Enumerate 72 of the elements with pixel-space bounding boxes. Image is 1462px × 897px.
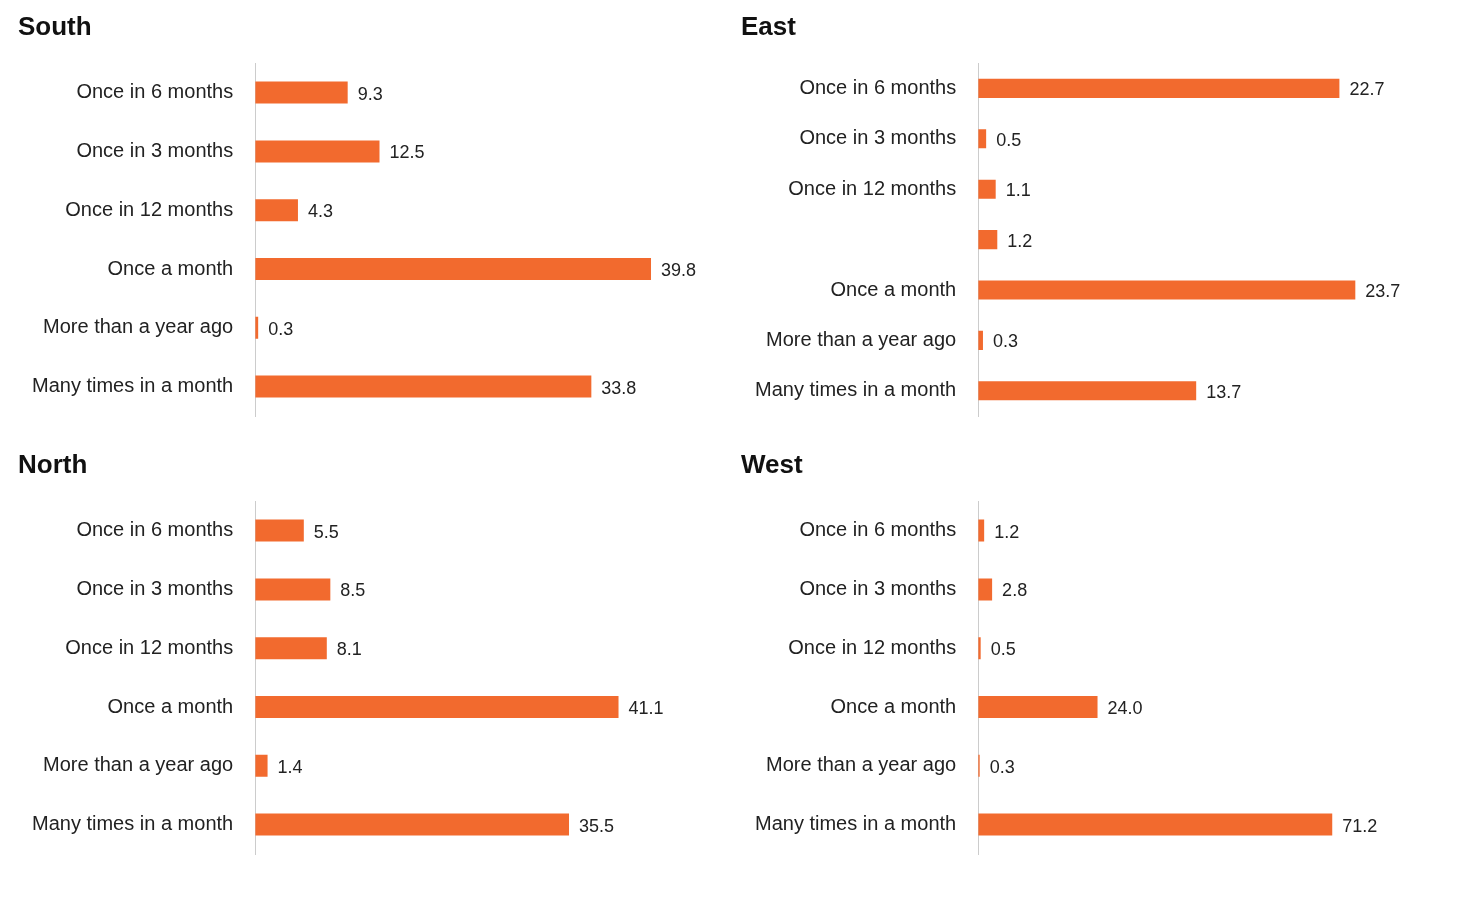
- bar: [978, 578, 993, 601]
- bar: [978, 381, 1197, 401]
- y-tick-label: Once in 12 months: [65, 635, 234, 658]
- y-tick-label: Once in 6 months: [799, 75, 957, 98]
- bar: [255, 140, 380, 163]
- y-tick-label: Once in 3 months: [76, 138, 234, 161]
- data-label: 0.5: [990, 639, 1016, 660]
- bar: [978, 230, 998, 250]
- bar: [978, 280, 1356, 300]
- bar: [255, 696, 619, 718]
- bar: [255, 637, 327, 660]
- data-label: 22.7: [1349, 79, 1385, 100]
- y-tick-label: Once a month: [830, 694, 957, 717]
- data-label: 39.8: [661, 259, 697, 280]
- data-label: 1.1: [1005, 180, 1031, 201]
- bar: [255, 258, 652, 280]
- bar: [978, 696, 1098, 718]
- bar: [978, 179, 996, 199]
- bar: [978, 813, 1333, 836]
- y-tick-label: Once a month: [107, 256, 234, 279]
- y-tick-label: Many times in a month: [31, 374, 234, 397]
- y-tick-label: More than a year ago: [766, 327, 957, 350]
- data-label: 5.5: [313, 521, 339, 542]
- data-label: 1.4: [277, 756, 303, 777]
- data-label: 0.3: [992, 331, 1018, 352]
- data-label: 8.1: [336, 639, 362, 660]
- data-label: 24.0: [1107, 697, 1143, 718]
- y-tick-label: Once in 3 months: [76, 576, 234, 599]
- data-label: 4.3: [307, 201, 333, 222]
- y-tick-label: Once in 6 months: [76, 80, 234, 103]
- data-label: 35.5: [579, 815, 615, 836]
- bar: [255, 81, 348, 104]
- y-tick-label: Once in 6 months: [76, 518, 234, 541]
- data-label: 1.2: [994, 521, 1020, 542]
- data-label: 33.8: [601, 377, 637, 398]
- y-tick-label: Once in 12 months: [788, 176, 957, 199]
- bar: [255, 813, 570, 836]
- data-label: 0.5: [996, 129, 1022, 150]
- y-tick-label: More than a year ago: [43, 315, 234, 338]
- bar: [978, 78, 1340, 98]
- data-label: 23.7: [1365, 280, 1401, 301]
- y-tick-label: Once in 12 months: [65, 197, 234, 220]
- text: East: [741, 10, 797, 41]
- bar: [255, 578, 331, 601]
- chart-title: West: [741, 448, 803, 479]
- data-label: 2.8: [1002, 580, 1028, 601]
- y-tick-label: Many times in a month: [754, 812, 957, 835]
- y-tick-label: Once in 3 months: [799, 126, 957, 149]
- bar: [255, 199, 298, 222]
- data-label: 41.1: [628, 697, 664, 718]
- y-tick-label: More than a year ago: [766, 753, 957, 776]
- data-label: 71.2: [1342, 815, 1378, 836]
- y-tick-label: Once in 12 months: [788, 635, 957, 658]
- data-label: 12.5: [389, 142, 425, 163]
- chart-title: North: [18, 448, 88, 479]
- y-tick-label: Once a month: [830, 277, 957, 300]
- data-label: 9.3: [357, 83, 383, 104]
- y-tick-label: Once in 3 months: [799, 576, 957, 599]
- bar: [255, 375, 592, 398]
- data-label: 0.3: [268, 318, 294, 339]
- data-label: 13.7: [1206, 381, 1242, 402]
- y-tick-label: Many times in a month: [31, 812, 234, 835]
- bar: [255, 519, 304, 542]
- bar: [255, 754, 268, 777]
- data-label: 8.5: [340, 580, 366, 601]
- chart-title: South: [18, 10, 92, 41]
- y-tick-label: Once a month: [107, 694, 234, 717]
- y-tick-label: More than a year ago: [43, 753, 234, 776]
- data-label: 1.2: [1007, 230, 1033, 251]
- y-tick-label: Many times in a month: [754, 378, 957, 401]
- data-label: 0.3: [989, 756, 1015, 777]
- y-tick-label: Once in 6 months: [799, 518, 957, 541]
